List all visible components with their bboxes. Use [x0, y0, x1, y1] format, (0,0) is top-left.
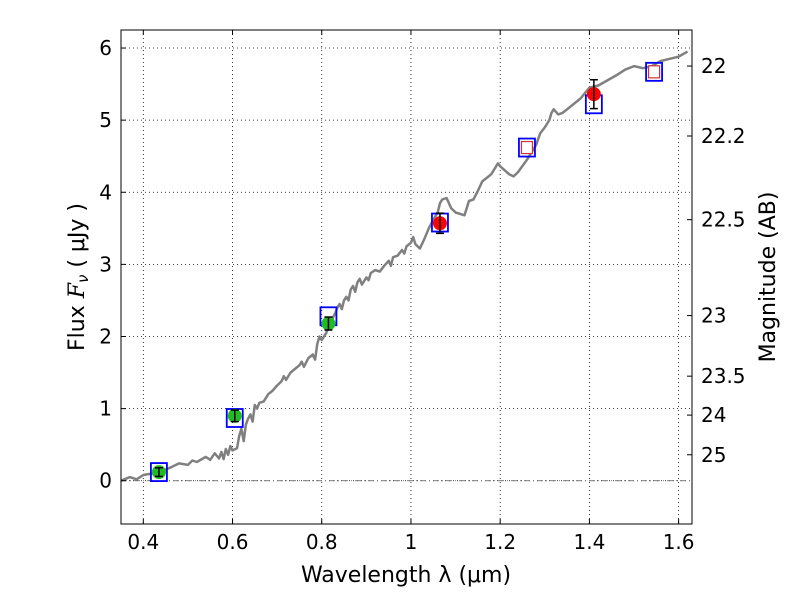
- y-tick-label: 4: [99, 180, 112, 204]
- y2-tick-label: 25: [701, 443, 726, 467]
- y-tick-label: 5: [99, 108, 112, 132]
- y2-tick-label: 22.5: [701, 208, 746, 232]
- x-tick-label: 0.6: [217, 530, 249, 554]
- y2-tick-label: 23.5: [701, 364, 746, 388]
- y-axis-label-subscript: ν: [74, 275, 92, 283]
- synthetic-photometry-square: [518, 137, 536, 158]
- upper-point-square: [647, 65, 661, 79]
- model-spectrum-layer: [120, 50, 689, 482]
- y-axis-label-prefix: Flux: [65, 298, 90, 351]
- model-spectrum-line: [120, 50, 689, 482]
- y-tick-label: 1: [99, 397, 112, 421]
- upper-point-square: [520, 140, 534, 155]
- x-tick-label: 1.6: [663, 530, 695, 554]
- y-tick-label: 6: [99, 36, 112, 60]
- y2-tick-label: 23: [701, 304, 726, 328]
- x-tick-label: 1.4: [573, 530, 605, 554]
- axis-ticks: 0.4 0.6 0.8 1 1.2 1.4 1.601234562222.222.52323…: [99, 30, 746, 554]
- synthetic-photometry-square: [150, 462, 168, 482]
- y2-tick-label: 22.2: [701, 124, 746, 148]
- y-axis-label: Flux Fν ( μJy ): [65, 203, 92, 351]
- right-axis-label: Magnitude (AB): [756, 192, 781, 363]
- x-axis-label: Wavelength λ (μm): [301, 563, 511, 588]
- synthetic-photometry-square: [645, 61, 663, 82]
- y-tick-label: 3: [99, 252, 112, 276]
- y-axis-label-variable: F: [65, 282, 90, 299]
- x-tick-label: 1: [405, 530, 418, 554]
- y-axis-label-unit: ( μJy ): [65, 203, 90, 275]
- y2-tick-label: 24: [701, 403, 726, 427]
- x-tick-label: 1.2: [484, 530, 516, 554]
- data-markers-layer: [150, 61, 663, 482]
- y2-tick-label: 22: [701, 54, 726, 78]
- y-tick-label: 2: [99, 324, 112, 348]
- y-tick-label: 0: [99, 469, 112, 493]
- x-tick-label: 0.4: [127, 530, 159, 554]
- plot-frame: [120, 29, 693, 525]
- x-tick-label: 0.8: [306, 530, 338, 554]
